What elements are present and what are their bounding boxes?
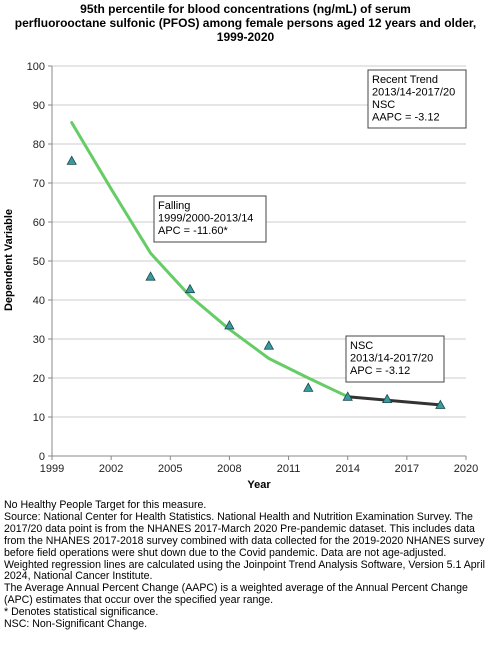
trend-chart: 0 10 20 30 40 50 60 70 80 90 100 1999 2002 2005 2008 20… — [3, 61, 479, 491]
footnote: Weighted regression lines are calculated… — [4, 558, 485, 583]
axes: 0 10 20 30 40 50 60 70 80 90 100 1999 2002 2005 2008 20… — [27, 61, 479, 475]
annotation-text: 2013/14-2017/20 — [372, 87, 455, 99]
data-point-marker — [303, 382, 314, 392]
data-point-marker — [263, 340, 275, 350]
annotation-text: Recent Trend — [372, 74, 438, 86]
x-tick-label: 2002 — [99, 463, 123, 475]
y-tick-label: 70 — [33, 178, 45, 190]
y-tick-label: 60 — [33, 217, 45, 229]
footnote: No Healthy People Target for this measur… — [4, 499, 207, 511]
annotation-text: 1999/2000-2013/14 — [158, 213, 253, 225]
y-tick-label: 20 — [33, 373, 45, 385]
data-point-marker — [145, 271, 156, 281]
fitted-line-segment-2 — [346, 395, 442, 407]
footnote: * Denotes statistical significance. — [4, 606, 159, 619]
data-point-marker — [381, 393, 393, 404]
annotation-text: NSC — [372, 99, 395, 111]
data-point-marker — [66, 155, 77, 165]
annotation-text: NSC — [350, 340, 373, 352]
annotation-text: APC = -11.60* — [158, 225, 229, 237]
x-tick-label: 1999 — [40, 463, 64, 475]
fitted-line-segment-1 — [70, 121, 350, 399]
annotation-frame — [367, 69, 467, 129]
data-point-marker — [184, 283, 196, 294]
y-tick-label: 0 — [39, 451, 45, 463]
annotation-frame — [345, 335, 445, 383]
x-axis-label: Year — [247, 479, 271, 491]
footnotes: No Healthy People Target for this measur… — [4, 499, 488, 631]
chart-title-line: 95th percentile for blood concentrations… — [80, 2, 411, 16]
y-tick-label: 50 — [33, 256, 45, 268]
x-tick-label: 2014 — [335, 463, 359, 475]
y-tick-label: 90 — [33, 100, 45, 112]
chart-title-line: perfluorooctane sulfonic (PFOS) among fe… — [14, 16, 477, 30]
y-tick-label: 80 — [33, 139, 45, 151]
footnote: Source: National Center for Health Stati… — [4, 510, 485, 559]
data-point-marker — [435, 399, 446, 409]
annotation-text: AAPC = -3.12 — [372, 112, 440, 124]
x-tick-label: 2011 — [277, 463, 301, 475]
y-axis-label: Dependent Variable — [3, 209, 15, 311]
y-tick-label: 30 — [33, 334, 45, 346]
x-tick-label: 2020 — [454, 463, 478, 475]
x-tick-label: 2005 — [158, 463, 182, 475]
annotation-frame — [153, 195, 267, 243]
x-tick-label: 2017 — [395, 463, 419, 475]
footnote: The Average Annual Percent Change (AAPC)… — [4, 582, 468, 607]
chart-title: 95th percentile for blood concentrations… — [0, 2, 491, 44]
y-tick-label: 100 — [27, 61, 45, 73]
y-tick-label: 10 — [33, 412, 45, 424]
data-point-marker — [224, 320, 235, 330]
footnote: NSC: Non-Significant Change. — [4, 618, 148, 631]
data-point-marker — [342, 391, 353, 401]
annotation-text: Falling — [158, 200, 190, 212]
x-tick-label: 2008 — [217, 463, 241, 475]
chart-title-line: 1999-2020 — [216, 30, 275, 44]
data-markers — [66, 155, 446, 409]
annotation-text: 2013/14-2017/20 — [350, 353, 433, 365]
annotation-text: APC = -3.12 — [350, 365, 410, 377]
y-tick-label: 40 — [33, 295, 45, 307]
